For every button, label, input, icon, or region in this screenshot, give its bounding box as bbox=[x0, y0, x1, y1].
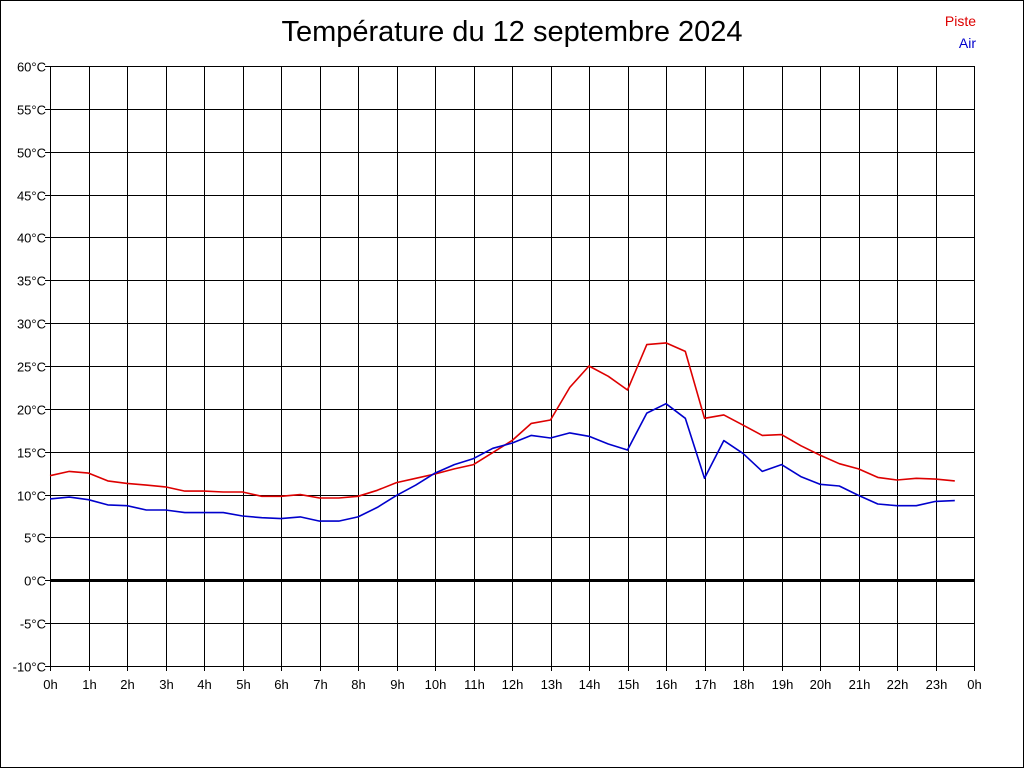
x-tick-label: 0h bbox=[967, 677, 981, 692]
chart-title: Température du 12 septembre 2024 bbox=[281, 16, 743, 48]
y-tick-label: 20°C bbox=[17, 403, 46, 418]
y-tick-label: 45°C bbox=[17, 189, 46, 204]
x-tick-label: 7h bbox=[313, 677, 327, 692]
x-tick-label: 20h bbox=[810, 677, 832, 692]
y-tick-label: 10°C bbox=[17, 489, 46, 504]
y-tick-label: 35°C bbox=[17, 274, 46, 289]
x-tick-label: 12h bbox=[502, 677, 524, 692]
y-tick-label: 15°C bbox=[17, 446, 46, 461]
x-tick-label: 1h bbox=[82, 677, 96, 692]
x-tick-label: 5h bbox=[236, 677, 250, 692]
x-tick-label: 22h bbox=[887, 677, 909, 692]
y-tick-label: 50°C bbox=[17, 146, 46, 161]
series-line-air bbox=[49, 402, 955, 522]
x-tick-label: 8h bbox=[351, 677, 365, 692]
x-tick-label: 10h bbox=[425, 677, 447, 692]
x-tick-label: 3h bbox=[159, 677, 173, 692]
x-tick-label: 17h bbox=[695, 677, 717, 692]
y-tick-label: 55°C bbox=[17, 103, 46, 118]
x-tick-label: 23h bbox=[926, 677, 948, 692]
y-tick-label: 0°C bbox=[24, 574, 46, 589]
x-tick-label: 19h bbox=[772, 677, 794, 692]
x-tick-label: 18h bbox=[733, 677, 755, 692]
x-tick-label: 15h bbox=[618, 677, 640, 692]
x-tick-label: 2h bbox=[120, 677, 134, 692]
x-tick-label: 11h bbox=[464, 677, 485, 692]
x-tick-label: 6h bbox=[274, 677, 288, 692]
series-line-piste bbox=[49, 342, 955, 499]
y-tick-label: -10°C bbox=[13, 660, 46, 675]
x-tick-label: 16h bbox=[656, 677, 678, 692]
y-tick-label: -5°C bbox=[20, 617, 46, 632]
x-tick-label: 0h bbox=[43, 677, 57, 692]
y-tick-label: 30°C bbox=[17, 317, 46, 332]
y-tick-label: 40°C bbox=[17, 231, 46, 246]
y-tick-label: 5°C bbox=[24, 531, 46, 546]
plot-border bbox=[50, 66, 975, 667]
y-tick-label: 60°C bbox=[17, 60, 46, 75]
x-tick-label: 21h bbox=[849, 677, 871, 692]
x-tick-label: 9h bbox=[390, 677, 404, 692]
x-tick-label: 13h bbox=[541, 677, 563, 692]
y-tick-label: 25°C bbox=[17, 360, 46, 375]
x-tick-label: 14h bbox=[579, 677, 601, 692]
x-tick-label: 4h bbox=[197, 677, 211, 692]
legend-piste: Piste bbox=[944, 13, 976, 29]
legend-air: Air bbox=[958, 35, 976, 51]
